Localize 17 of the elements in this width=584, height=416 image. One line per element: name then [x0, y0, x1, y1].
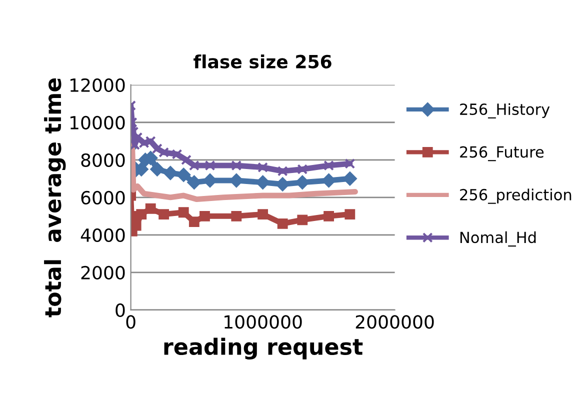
legend-label: 256_History	[460, 103, 550, 118]
chart-title: flase size 256	[194, 54, 332, 68]
y-tick-label: 6000	[81, 190, 125, 205]
y-tick-label: 12000	[70, 78, 125, 92]
y-tick-label: 8000	[81, 153, 125, 167]
legend-label: Nomal_Hd	[460, 231, 536, 247]
x-tick-label: 2000000	[356, 315, 434, 329]
y-tick-label: 4000	[80, 228, 125, 242]
x-tick-label: 0	[126, 315, 136, 329]
legend-label: 256_prediction	[460, 188, 572, 204]
y-tick-label: 2000	[81, 266, 125, 280]
y-tick-label: 10000	[70, 116, 125, 130]
x-tick-label: 1000000	[224, 315, 302, 329]
x-axis-title: reading request	[164, 338, 363, 360]
y-tick-label: 0	[116, 303, 125, 318]
y-axis-title: total average time	[44, 78, 66, 318]
legend-label: 256_Future	[460, 146, 544, 162]
